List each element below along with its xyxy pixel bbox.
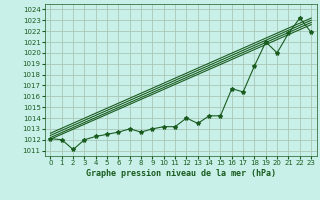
- X-axis label: Graphe pression niveau de la mer (hPa): Graphe pression niveau de la mer (hPa): [86, 169, 276, 178]
